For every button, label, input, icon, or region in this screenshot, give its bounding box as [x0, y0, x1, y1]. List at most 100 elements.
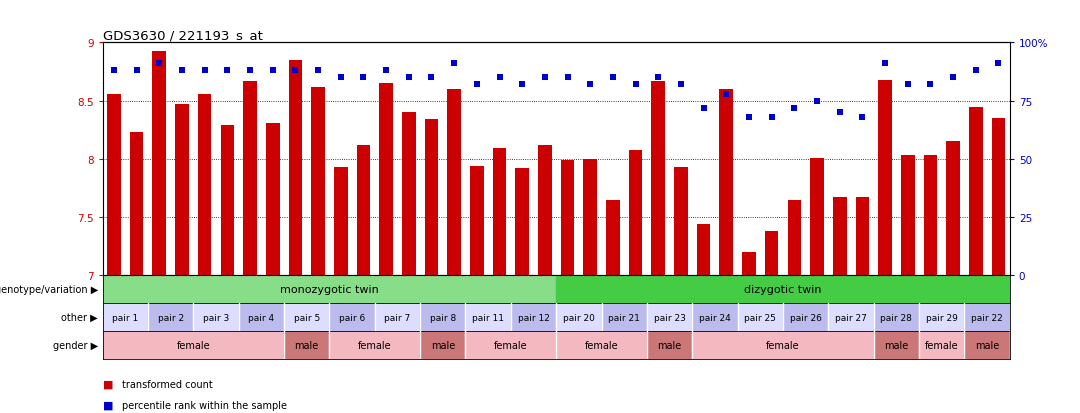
Point: [197, 68, 214, 74]
Text: pair 27: pair 27: [835, 313, 867, 322]
Point: [696, 105, 713, 112]
Point: [219, 68, 237, 74]
Point: [491, 75, 509, 81]
Bar: [152, 52, 166, 276]
Bar: [964, 331, 1010, 359]
Text: male: male: [975, 340, 999, 350]
Bar: [674, 168, 688, 276]
Bar: [583, 159, 597, 276]
Text: pair 21: pair 21: [608, 313, 640, 322]
Point: [469, 82, 486, 88]
Bar: [787, 200, 801, 276]
Text: gender ▶: gender ▶: [53, 340, 98, 350]
Text: female: female: [766, 340, 800, 350]
Bar: [833, 198, 847, 276]
Point: [559, 75, 577, 81]
Bar: [556, 331, 647, 359]
Bar: [103, 331, 284, 359]
Bar: [606, 200, 620, 276]
Bar: [901, 156, 915, 276]
Bar: [356, 146, 370, 276]
Point: [764, 114, 781, 121]
Text: GDS3630 / 221193_s_at: GDS3630 / 221193_s_at: [103, 29, 262, 42]
Bar: [651, 82, 665, 276]
Bar: [538, 146, 552, 276]
Bar: [266, 123, 280, 276]
Bar: [470, 166, 484, 276]
Bar: [284, 331, 329, 359]
Text: male: male: [885, 340, 908, 350]
Bar: [874, 304, 919, 331]
Text: other ▶: other ▶: [62, 313, 98, 323]
Text: dizygotic twin: dizygotic twin: [744, 285, 822, 294]
Text: female: female: [357, 340, 392, 350]
Bar: [402, 113, 416, 276]
Bar: [828, 304, 874, 331]
Text: pair 11: pair 11: [472, 313, 504, 322]
Bar: [719, 90, 733, 276]
Bar: [447, 90, 461, 276]
Bar: [334, 168, 348, 276]
Text: female: female: [494, 340, 528, 350]
Bar: [329, 304, 375, 331]
Point: [968, 68, 985, 74]
Bar: [919, 331, 964, 359]
Text: pair 4: pair 4: [248, 313, 274, 322]
Bar: [465, 304, 511, 331]
Bar: [329, 331, 420, 359]
Point: [899, 82, 916, 88]
Point: [990, 61, 1008, 68]
Bar: [107, 95, 121, 276]
Text: ■: ■: [103, 400, 117, 410]
Bar: [465, 331, 556, 359]
Point: [786, 105, 804, 112]
Text: monozygotic twin: monozygotic twin: [280, 285, 379, 294]
Bar: [239, 304, 284, 331]
Text: male: male: [431, 340, 455, 350]
Bar: [220, 126, 234, 276]
Text: pair 1: pair 1: [112, 313, 138, 322]
Point: [446, 61, 463, 68]
Bar: [311, 88, 325, 276]
Text: pair 26: pair 26: [789, 313, 822, 322]
Bar: [855, 198, 869, 276]
Point: [106, 68, 122, 74]
Bar: [492, 149, 507, 276]
Bar: [991, 119, 1005, 276]
Point: [922, 82, 940, 88]
Bar: [420, 304, 465, 331]
Bar: [511, 304, 556, 331]
Point: [310, 68, 327, 74]
Bar: [103, 276, 556, 304]
Point: [718, 91, 735, 98]
Bar: [515, 169, 529, 276]
Text: pair 5: pair 5: [294, 313, 320, 322]
Point: [355, 75, 373, 81]
Bar: [175, 105, 189, 276]
Point: [265, 68, 282, 74]
Point: [877, 61, 894, 68]
Point: [401, 75, 418, 81]
Point: [741, 114, 758, 121]
Text: pair 28: pair 28: [880, 313, 913, 322]
Text: pair 23: pair 23: [653, 313, 686, 322]
Bar: [379, 84, 393, 276]
Bar: [193, 304, 239, 331]
Bar: [765, 232, 779, 276]
Point: [173, 68, 191, 74]
Text: pair 2: pair 2: [158, 313, 184, 322]
Bar: [629, 150, 643, 276]
Bar: [556, 304, 602, 331]
Point: [378, 68, 395, 74]
Bar: [810, 158, 824, 276]
Text: pair 8: pair 8: [430, 313, 456, 322]
Text: female: female: [584, 340, 619, 350]
Text: pair 20: pair 20: [563, 313, 595, 322]
Text: percentile rank within the sample: percentile rank within the sample: [122, 400, 287, 410]
Bar: [375, 304, 420, 331]
Point: [151, 61, 168, 68]
Bar: [148, 304, 193, 331]
Bar: [923, 156, 937, 276]
Bar: [919, 304, 964, 331]
Bar: [878, 81, 892, 276]
